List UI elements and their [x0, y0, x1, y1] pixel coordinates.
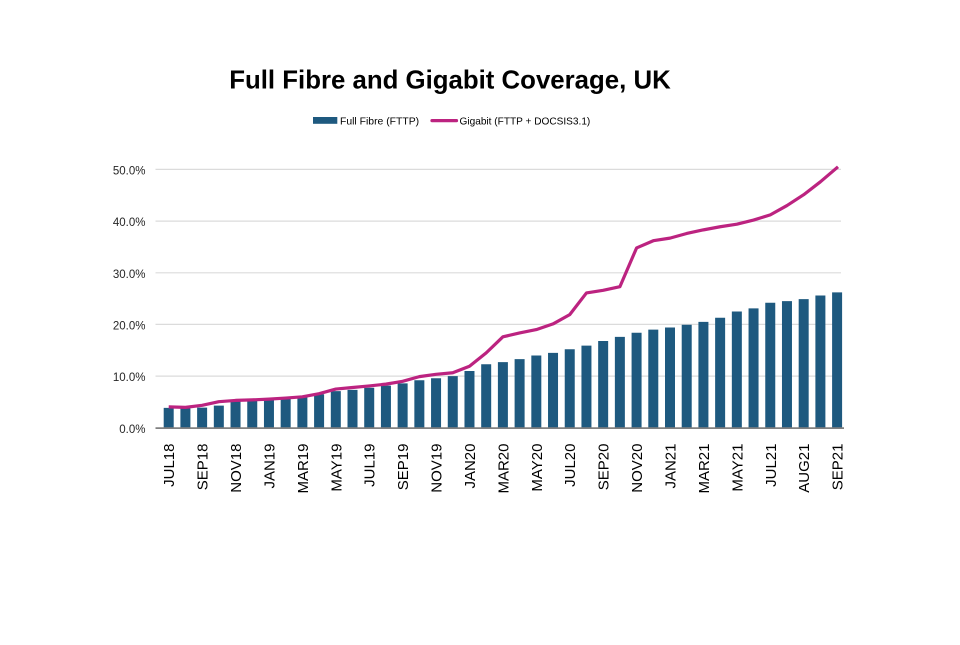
svg-text:Gigabit (FTTP + DOCSIS3.1): Gigabit (FTTP + DOCSIS3.1) [460, 116, 591, 127]
svg-text:MAY19: MAY19 [328, 444, 345, 492]
svg-text:MAY20: MAY20 [529, 444, 546, 492]
svg-text:Full Fibre and Gigabit Coverag: Full Fibre and Gigabit Coverage, UK [229, 67, 671, 95]
svg-text:SEP21: SEP21 [830, 444, 847, 491]
svg-text:40.0%: 40.0% [113, 217, 146, 229]
svg-text:SEP18: SEP18 [195, 444, 212, 491]
svg-text:JUL20: JUL20 [562, 444, 579, 487]
svg-text:JAN21: JAN21 [663, 444, 680, 489]
svg-text:MAR19: MAR19 [295, 444, 312, 494]
svg-text:MAY21: MAY21 [729, 444, 746, 492]
svg-text:AUG21: AUG21 [796, 444, 813, 493]
svg-text:NOV19: NOV19 [429, 444, 446, 493]
svg-text:JUL19: JUL19 [362, 444, 379, 487]
svg-text:20.0%: 20.0% [113, 320, 146, 332]
svg-text:MAR20: MAR20 [495, 444, 512, 494]
svg-text:JUL18: JUL18 [161, 444, 178, 487]
svg-text:NOV18: NOV18 [228, 444, 245, 493]
svg-text:MAR21: MAR21 [696, 444, 713, 494]
svg-text:10.0%: 10.0% [113, 372, 146, 384]
svg-text:Full Fibre (FTTP): Full Fibre (FTTP) [340, 116, 419, 127]
svg-text:NOV20: NOV20 [629, 444, 646, 493]
svg-text:50.0%: 50.0% [113, 165, 146, 177]
svg-text:JUL21: JUL21 [763, 444, 780, 487]
svg-text:30.0%: 30.0% [113, 269, 146, 281]
svg-text:JAN19: JAN19 [261, 444, 278, 489]
svg-text:JAN20: JAN20 [462, 443, 479, 488]
svg-text:SEP20: SEP20 [596, 444, 613, 491]
svg-text:SEP19: SEP19 [395, 444, 412, 491]
svg-text:0.0%: 0.0% [119, 424, 145, 436]
